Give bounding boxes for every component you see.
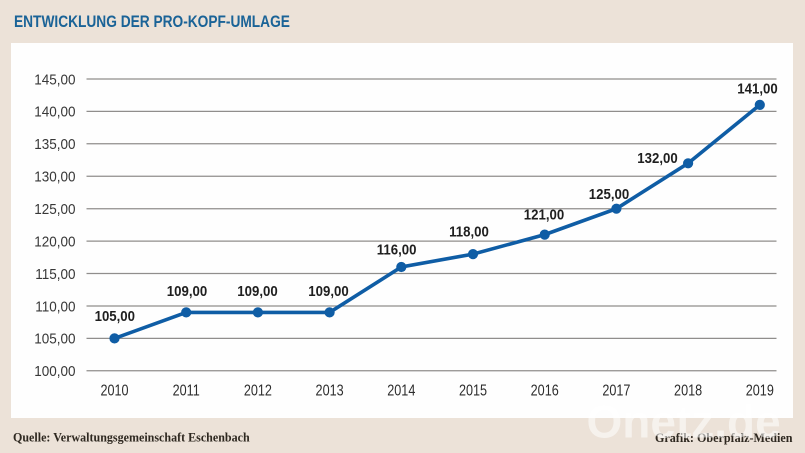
svg-text:132,00: 132,00 xyxy=(637,150,677,167)
svg-text:105,00: 105,00 xyxy=(95,308,135,325)
svg-text:2013: 2013 xyxy=(316,381,344,398)
svg-text:2011: 2011 xyxy=(173,381,200,398)
svg-text:141,00: 141,00 xyxy=(737,80,777,97)
svg-text:100,00: 100,00 xyxy=(34,363,75,380)
svg-text:120,00: 120,00 xyxy=(34,234,75,251)
svg-text:Grafik: Oberpfalz-Medien: Grafik: Oberpfalz-Medien xyxy=(655,431,793,445)
svg-text:116,00: 116,00 xyxy=(377,242,417,259)
svg-text:118,00: 118,00 xyxy=(449,223,489,240)
svg-text:Onetz.de: Onetz.de xyxy=(587,396,781,448)
svg-text:109,00: 109,00 xyxy=(167,283,207,300)
svg-text:109,00: 109,00 xyxy=(237,283,277,300)
svg-text:145,00: 145,00 xyxy=(34,72,75,89)
svg-text:2016: 2016 xyxy=(531,381,559,398)
svg-text:140,00: 140,00 xyxy=(34,104,75,121)
svg-text:2010: 2010 xyxy=(100,381,128,398)
svg-text:121,00: 121,00 xyxy=(524,206,564,223)
svg-text:2012: 2012 xyxy=(244,381,272,398)
svg-text:2017: 2017 xyxy=(602,381,630,398)
svg-text:109,00: 109,00 xyxy=(308,283,348,300)
svg-text:2015: 2015 xyxy=(459,381,487,398)
svg-text:125,00: 125,00 xyxy=(589,186,629,203)
svg-text:2018: 2018 xyxy=(674,381,702,398)
svg-text:115,00: 115,00 xyxy=(35,266,75,283)
svg-text:2014: 2014 xyxy=(387,381,415,398)
svg-text:125,00: 125,00 xyxy=(34,201,75,218)
svg-text:Quelle: Verwaltungsgemeinschaf: Quelle: Verwaltungsgemeinschaft Eschenba… xyxy=(13,430,250,444)
svg-text:2019: 2019 xyxy=(746,381,774,398)
svg-text:110,00: 110,00 xyxy=(35,299,75,316)
svg-text:130,00: 130,00 xyxy=(34,169,75,186)
svg-text:135,00: 135,00 xyxy=(34,136,75,153)
svg-text:ENTWICKLUNG DER PRO-KOPF-UMLAG: ENTWICKLUNG DER PRO-KOPF-UMLAGE xyxy=(14,13,290,31)
svg-text:105,00: 105,00 xyxy=(34,331,75,348)
